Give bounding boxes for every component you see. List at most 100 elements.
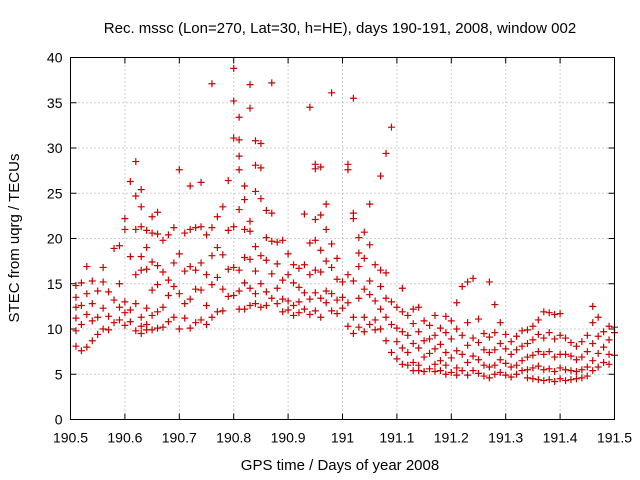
data-point <box>480 372 488 380</box>
data-point <box>186 263 194 271</box>
data-point <box>322 257 330 265</box>
data-point <box>148 286 156 294</box>
x-tick-label: 191.4 <box>543 430 578 446</box>
data-point <box>415 344 423 352</box>
data-point <box>371 326 379 334</box>
data-point <box>426 321 434 329</box>
data-point <box>485 374 493 382</box>
data-point <box>251 187 259 195</box>
data-point <box>562 377 570 385</box>
data-point <box>170 224 178 232</box>
data-point <box>197 259 205 267</box>
data-point <box>311 307 319 315</box>
data-point <box>458 367 466 375</box>
data-point <box>534 362 542 370</box>
data-point <box>355 323 363 331</box>
data-point <box>148 213 156 221</box>
data-point <box>235 206 243 214</box>
data-point <box>77 279 85 287</box>
x-tick-label: 191.3 <box>488 430 523 446</box>
data-point <box>507 338 515 346</box>
data-point <box>431 368 439 376</box>
data-point <box>393 324 401 332</box>
data-point <box>213 273 221 281</box>
data-point <box>469 367 477 375</box>
data-point <box>132 300 140 308</box>
data-point <box>137 322 145 330</box>
data-point <box>453 299 461 307</box>
data-point <box>328 240 336 248</box>
data-point <box>551 311 559 319</box>
data-point <box>523 366 531 374</box>
x-tick-label: 191.1 <box>379 430 414 446</box>
data-point <box>148 311 156 319</box>
data-point <box>507 363 515 371</box>
data-point <box>322 200 330 208</box>
data-point <box>583 331 591 339</box>
data-point <box>572 342 580 350</box>
data-point <box>409 358 417 366</box>
data-point <box>94 313 102 321</box>
data-point <box>224 177 232 185</box>
data-point <box>284 306 292 314</box>
data-point <box>387 298 395 306</box>
data-point <box>88 277 96 285</box>
data-point <box>562 366 570 374</box>
data-point <box>464 319 472 327</box>
data-point <box>398 344 406 352</box>
data-point <box>311 266 319 274</box>
data-point <box>534 330 542 338</box>
data-point <box>540 308 548 316</box>
data-point <box>224 265 232 273</box>
data-point <box>551 353 559 361</box>
data-point <box>83 343 91 351</box>
data-point <box>366 291 374 299</box>
data-point <box>262 256 270 264</box>
data-point <box>513 361 521 369</box>
data-point <box>186 295 194 303</box>
data-point <box>273 238 281 246</box>
data-point <box>355 263 363 271</box>
data-point <box>529 375 537 383</box>
data-point <box>545 309 553 317</box>
data-point <box>186 324 194 332</box>
data-point <box>534 316 542 324</box>
data-point <box>475 339 482 347</box>
data-point <box>126 177 134 185</box>
data-point <box>132 225 140 233</box>
data-point <box>387 320 395 328</box>
data-point <box>311 215 319 223</box>
data-point <box>518 327 526 335</box>
data-point <box>203 231 210 239</box>
data-point <box>181 229 189 237</box>
data-point <box>197 178 205 186</box>
data-point <box>219 285 227 293</box>
data-point <box>143 304 151 312</box>
y-tick-label: 10 <box>47 321 63 337</box>
data-point <box>496 319 504 327</box>
data-point <box>159 268 167 276</box>
data-point <box>529 322 537 330</box>
data-point <box>578 374 586 382</box>
data-point <box>105 326 113 334</box>
data-point <box>475 315 482 323</box>
data-point <box>540 350 548 358</box>
data-point <box>442 349 450 357</box>
data-point <box>192 266 200 274</box>
data-point <box>600 328 608 336</box>
data-point <box>306 311 314 319</box>
data-point <box>164 318 172 326</box>
data-point <box>175 290 183 298</box>
chart-title: Rec. mssc (Lon=270, Lat=30, h=HE), days … <box>104 20 576 37</box>
data-point <box>132 158 140 166</box>
data-point <box>458 331 466 339</box>
data-point <box>126 306 134 314</box>
data-point <box>567 376 575 384</box>
data-point <box>480 361 488 369</box>
data-point <box>268 79 276 87</box>
data-point <box>295 283 303 291</box>
data-point <box>605 336 613 344</box>
data-point <box>594 349 602 357</box>
data-point <box>420 337 428 345</box>
data-point <box>589 357 597 365</box>
